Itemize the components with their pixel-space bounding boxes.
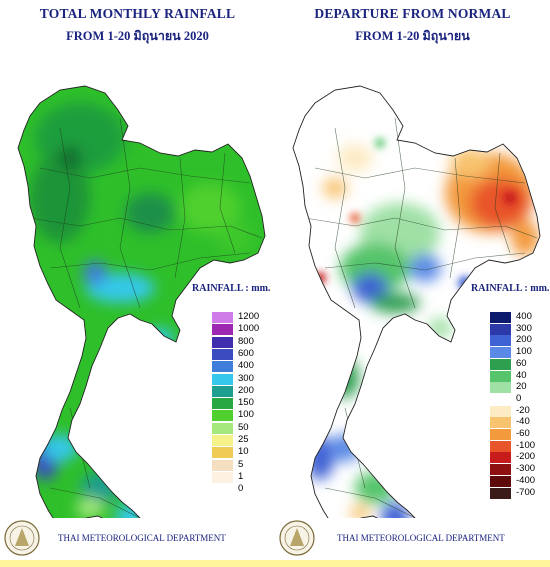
- legend-label: -700: [516, 486, 536, 498]
- departure-legend-title: RAINFALL : mm.: [471, 283, 550, 294]
- legend-label: -20: [516, 404, 530, 416]
- legend-label: 600: [238, 347, 254, 359]
- legend-swatch: [490, 487, 511, 499]
- legend-label: 0: [516, 392, 522, 404]
- bottom-strip: [0, 560, 550, 567]
- legend-label: 5: [238, 458, 244, 470]
- legend-label: 0: [238, 483, 244, 495]
- legend-swatch: [490, 382, 511, 394]
- legend-swatch: [212, 361, 233, 373]
- legend-swatch: [212, 336, 233, 348]
- legend-label: 200: [516, 334, 532, 346]
- legend-label: 50: [238, 421, 249, 433]
- legend-label: -60: [516, 428, 530, 439]
- rainfall-legend-title: RAINFALL : mm.: [192, 283, 271, 294]
- legend-label: -100: [516, 439, 536, 451]
- legend-swatch: [212, 373, 233, 385]
- legend-label: 800: [238, 335, 254, 347]
- departure-title: DEPARTURE FROM NORMAL: [314, 6, 511, 21]
- legend-swatch: [212, 459, 233, 471]
- legend-label: 300: [516, 322, 532, 334]
- tmd-seal-icon: [4, 520, 40, 556]
- rainfall-panel: TOTAL MONTHLY RAINFALL FROM 1-20 มิถุนาย…: [4, 6, 271, 556]
- legend-swatch: [212, 398, 233, 410]
- rainfall-subtitle: FROM 1-20 มิถุนายน 2020: [66, 29, 209, 43]
- legend-swatch: [490, 347, 511, 359]
- legend-label: -400: [516, 474, 536, 486]
- legend-swatch: [212, 435, 233, 446]
- legend-swatch: [212, 312, 233, 323]
- departure-subtitle: FROM 1-20 มิถุนายน: [355, 29, 470, 43]
- legend-label: 1000: [238, 323, 260, 335]
- legend-label: -300: [516, 463, 536, 475]
- legend-swatch: [490, 312, 511, 323]
- legend-label: 40: [516, 369, 527, 381]
- tmd-seal-icon: [279, 520, 315, 556]
- legend-label: 100: [238, 409, 254, 421]
- legend-label: 60: [516, 357, 527, 369]
- rainfall-map: [17, 85, 266, 518]
- departure-panel: DEPARTURE FROM NORMAL FROM 1-20 มิถุนายน: [275, 0, 550, 567]
- legend-swatch: [490, 358, 511, 370]
- legend-label: 1: [238, 470, 244, 482]
- legend-label: 1200: [238, 311, 260, 322]
- legend-label: 20: [516, 381, 527, 393]
- legend-label: -200: [516, 451, 536, 463]
- legend-label: 200: [238, 384, 254, 396]
- legend-swatch: [212, 471, 233, 483]
- legend-swatch: [490, 370, 511, 382]
- legend-swatch: [490, 475, 511, 487]
- legend-swatch: [490, 452, 511, 464]
- legend-label: 400: [238, 360, 254, 372]
- legend-swatch: [490, 405, 511, 417]
- legend-label: 300: [238, 372, 254, 384]
- legend-swatch: [490, 393, 511, 405]
- legend-swatch: [490, 417, 511, 429]
- rainfall-title: TOTAL MONTHLY RAINFALL: [39, 6, 236, 21]
- legend-label: 150: [238, 397, 254, 409]
- legend-swatch: [212, 422, 233, 434]
- legend-swatch: [212, 385, 233, 397]
- departure-footer: THAI METEOROLOGICAL DEPARTMENT: [337, 533, 505, 543]
- legend-label: 100: [516, 346, 532, 358]
- legend-swatch: [212, 348, 233, 360]
- legend-swatch: [212, 410, 233, 422]
- legend-swatch: [490, 323, 511, 335]
- legend-swatch: [490, 464, 511, 476]
- legend-swatch: [490, 335, 511, 347]
- legend-swatch: [212, 447, 233, 459]
- legend-swatch: [490, 440, 511, 452]
- rainfall-footer: THAI METEOROLOGICAL DEPARTMENT: [58, 533, 226, 543]
- legend-label: 10: [238, 446, 249, 458]
- legend-swatch: [212, 484, 233, 496]
- legend-swatch: [212, 324, 233, 336]
- legend-label: 400: [516, 311, 532, 322]
- legend-label: -40: [516, 416, 530, 428]
- legend-swatch: [490, 429, 511, 440]
- legend-label: 25: [238, 434, 249, 445]
